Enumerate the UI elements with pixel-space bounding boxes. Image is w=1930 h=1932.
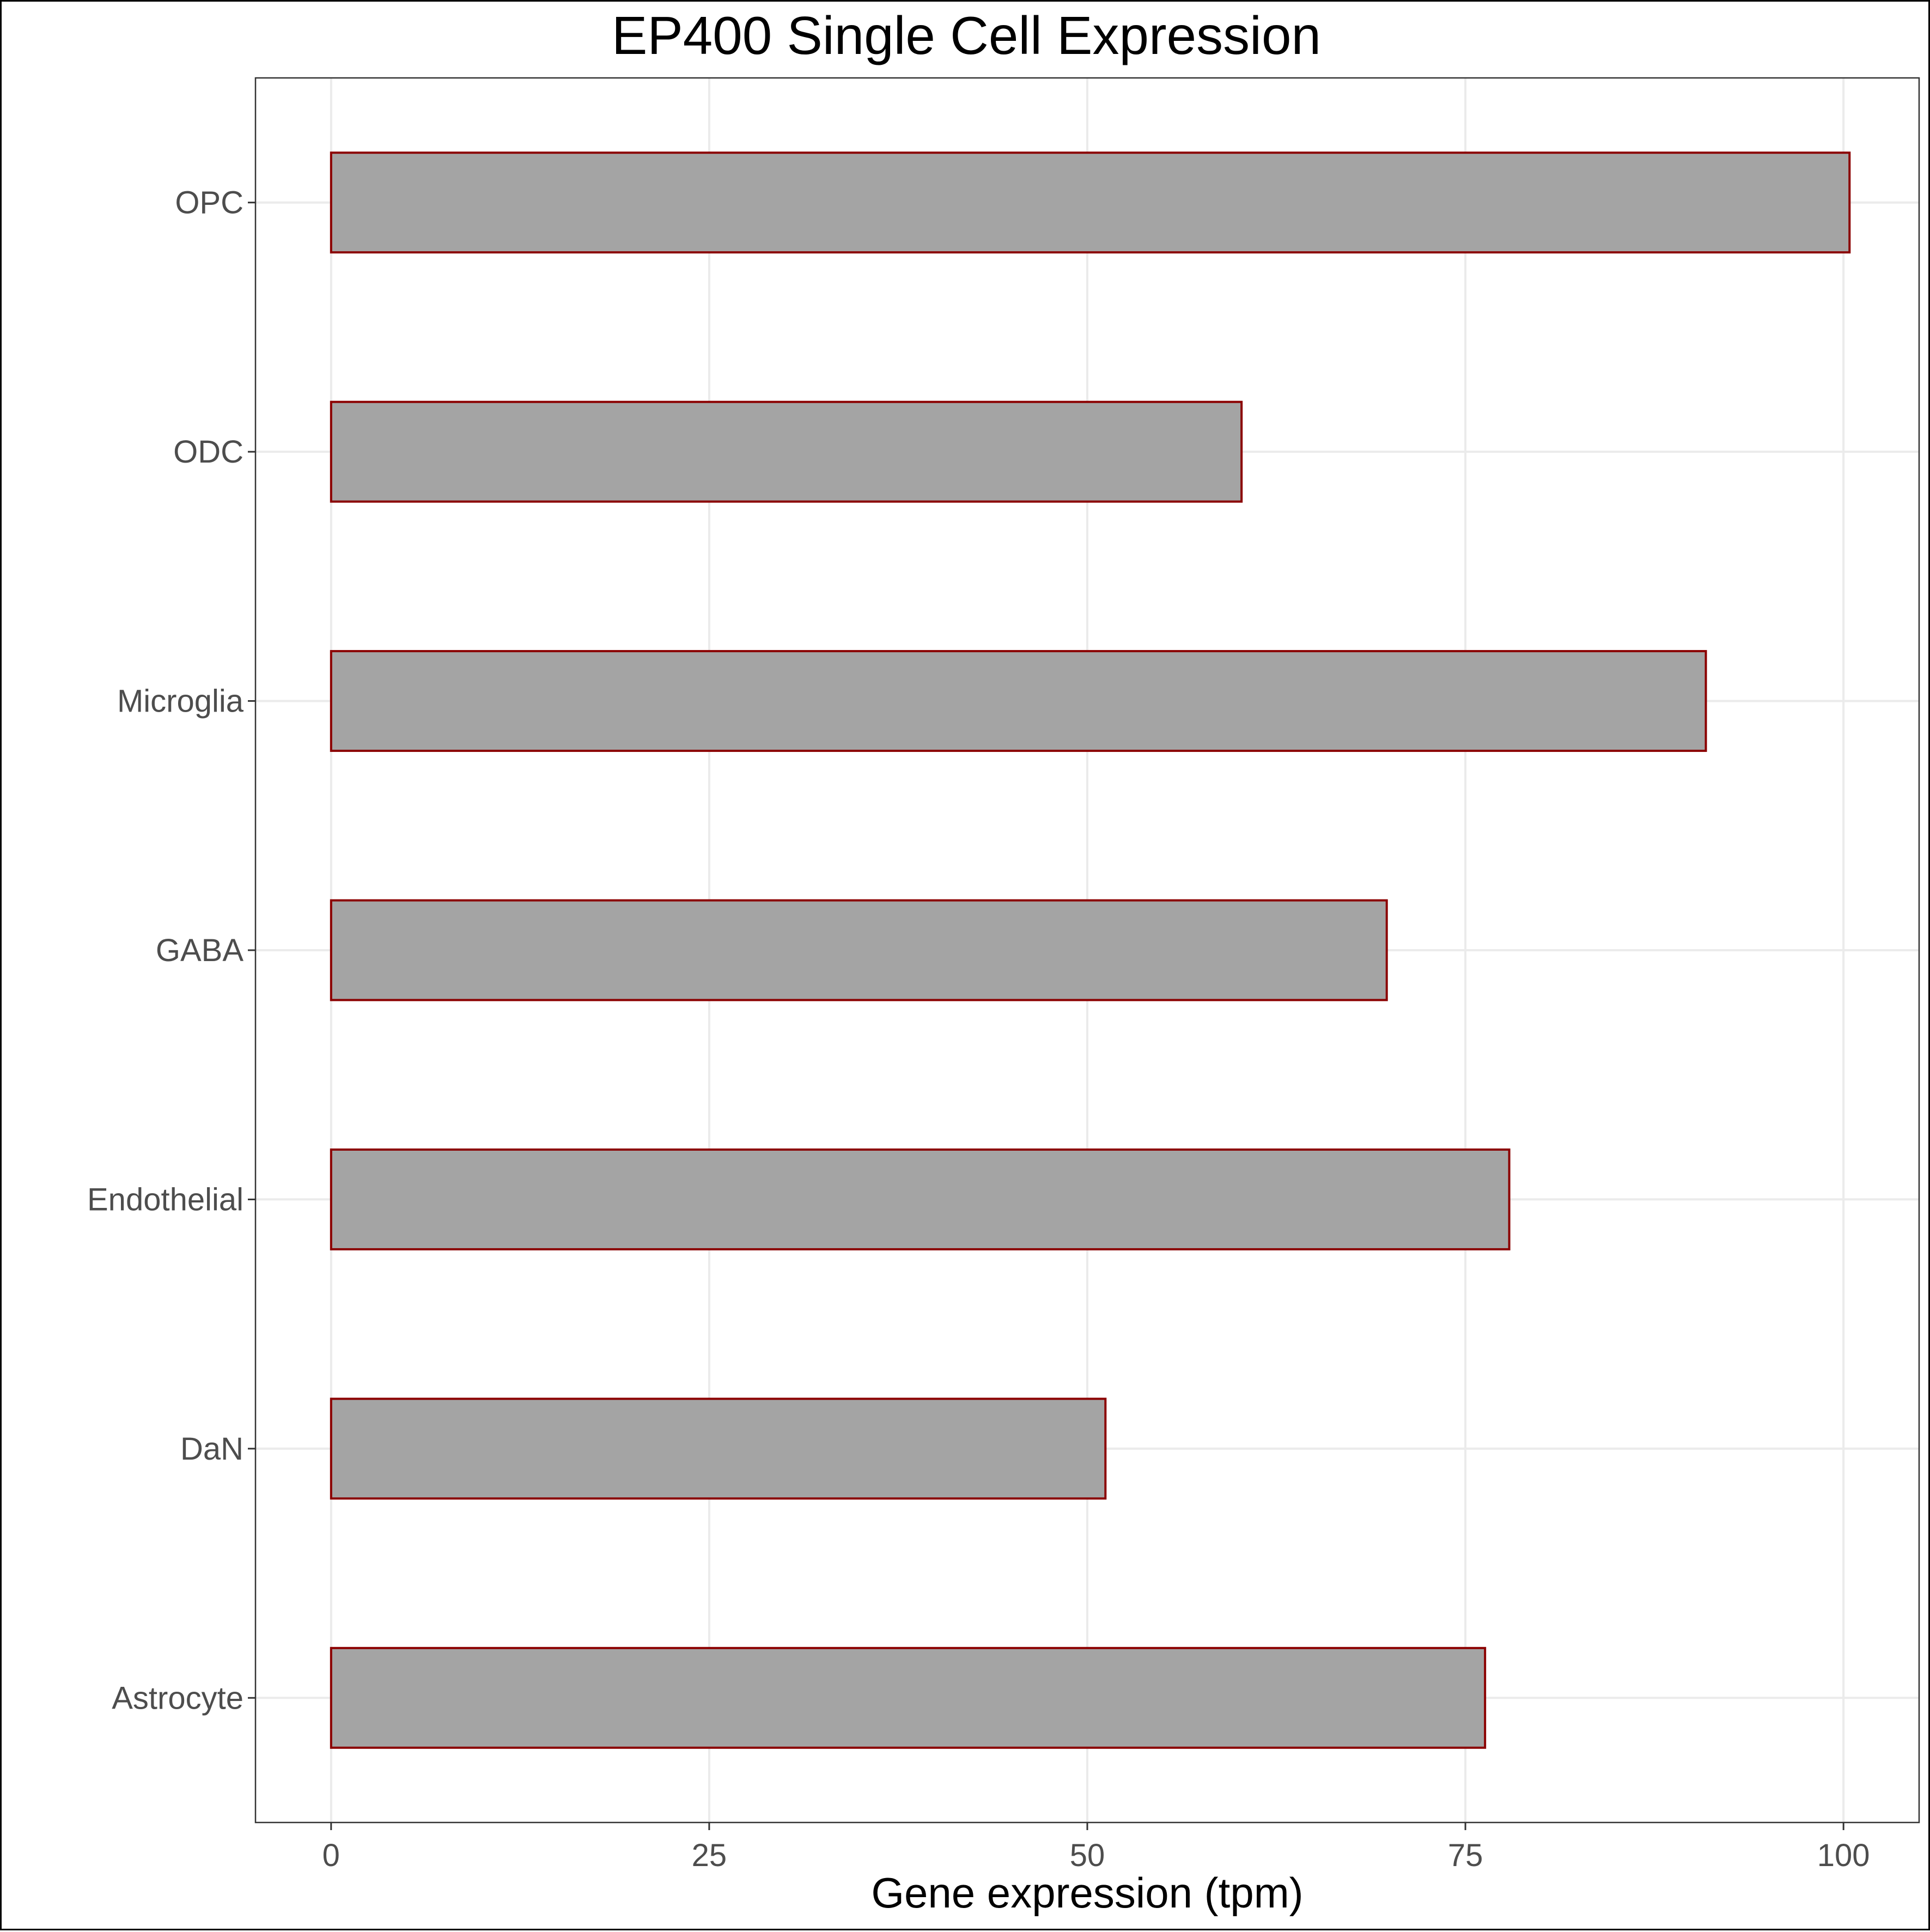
y-tick-label: GABA (156, 933, 243, 968)
y-tick-label: OPC (175, 185, 243, 221)
bar-layer (330, 151, 1851, 1749)
bar-odc (330, 400, 1243, 503)
y-tick-label: Microglia (117, 684, 244, 719)
bar-dan (330, 1398, 1107, 1500)
bar-astrocyte (330, 1647, 1487, 1749)
bar-microglia (330, 650, 1707, 752)
tick-layer: Astrocyte DaN Endothelial GABA Microglia ODC O… (87, 185, 1870, 1873)
y-tick-label: Endothelial (87, 1182, 243, 1217)
x-tick-label: 50 (1070, 1838, 1105, 1873)
bar-gaba (330, 899, 1388, 1001)
y-tick-label: ODC (173, 434, 243, 470)
x-tick-label: 0 (322, 1838, 340, 1873)
chart-title: EP400 Single Cell Expression (612, 5, 1321, 65)
y-tick-label: DaN (180, 1431, 243, 1467)
x-tick-label: 100 (1817, 1838, 1870, 1873)
y-tick-label: Astrocyte (112, 1680, 243, 1716)
x-tick-label: 75 (1448, 1838, 1483, 1873)
bar-opc (330, 151, 1851, 254)
x-tick-label: 25 (692, 1838, 727, 1873)
x-axis-title: Gene expression (tpm) (871, 1869, 1303, 1917)
bar-endothelial (330, 1148, 1511, 1250)
